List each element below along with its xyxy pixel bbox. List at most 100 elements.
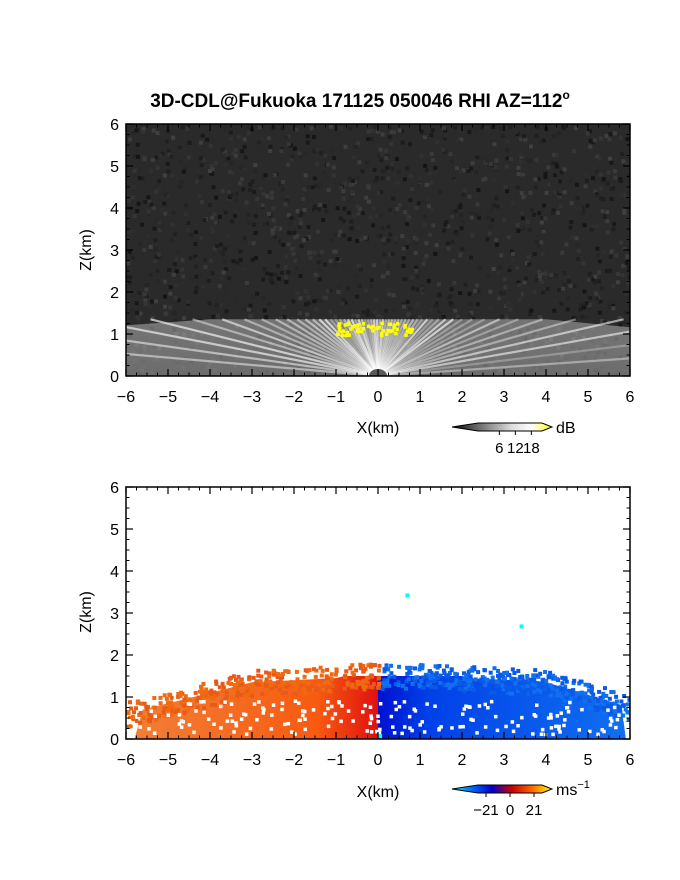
- noise-pixel: [264, 315, 269, 320]
- noise-pixel: [265, 222, 269, 227]
- noise-pixel: [280, 240, 285, 245]
- noise-pixel: [605, 219, 610, 224]
- noise-pixel: [307, 235, 312, 240]
- noise-pixel: [221, 270, 226, 275]
- velocity-pixel: [370, 663, 375, 668]
- velocity-pixel: [183, 694, 188, 699]
- noise-pixel: [592, 280, 597, 285]
- beam-ray: [377, 318, 624, 376]
- noise-pixel: [378, 234, 383, 239]
- noise-pixel: [241, 163, 246, 168]
- noise-pixel: [180, 267, 185, 272]
- noise-pixel: [270, 231, 275, 236]
- noise-pixel: [178, 159, 183, 164]
- velocity-pixel: [350, 670, 355, 675]
- velocity-pixel: [142, 701, 147, 706]
- noise-pixel: [599, 213, 604, 218]
- noise-pixel: [455, 139, 460, 144]
- gap-pixel: [228, 713, 233, 717]
- noise-pixel: [204, 181, 209, 186]
- noise-pixel: [617, 316, 622, 320]
- velocity-pixel: [627, 697, 630, 702]
- noise-pixel: [588, 138, 593, 143]
- noise-pixel: [473, 288, 478, 293]
- yellow-pixel: [336, 332, 340, 337]
- noise-pixel: [507, 268, 512, 273]
- noise-pixel: [348, 126, 353, 131]
- noise-pixel: [618, 135, 623, 140]
- noise-pixel: [136, 316, 141, 321]
- noise-pixel: [258, 217, 263, 222]
- noise-pixel: [596, 253, 600, 258]
- noise-pixel: [242, 236, 247, 241]
- velocity-pixel: [229, 682, 234, 686]
- noise-pixel: [208, 143, 213, 148]
- noise-pixel: [538, 273, 543, 278]
- noise-pixel: [363, 288, 368, 293]
- velocity-pixel: [562, 698, 567, 703]
- noise-pixel: [559, 170, 564, 175]
- noise-pixel: [543, 271, 548, 276]
- noise-pixel: [448, 128, 453, 133]
- noise-pixel: [190, 315, 195, 320]
- noise-pixel: [183, 212, 188, 217]
- velocity-pixel: [570, 692, 575, 697]
- yellow-pixel: [346, 321, 351, 325]
- gap-pixel: [477, 704, 482, 708]
- velocity-pixel: [579, 690, 584, 695]
- gap-pixel: [562, 723, 566, 728]
- yellow-pixel: [377, 325, 381, 330]
- noise-pixel: [355, 294, 360, 299]
- noise-pixel: [215, 314, 220, 319]
- gap-pixel: [410, 728, 414, 733]
- velocity-pixel: [587, 698, 592, 703]
- gap-pixel: [166, 713, 171, 717]
- gap-pixel: [219, 704, 223, 709]
- noise-pixel: [261, 192, 266, 197]
- approaching-region-shape: [378, 676, 626, 739]
- noise-pixel: [496, 271, 501, 276]
- gap-pixel: [369, 730, 374, 734]
- velocity-pixel: [476, 670, 481, 675]
- noise-pixel: [587, 271, 592, 276]
- gap-pixel: [303, 717, 307, 721]
- noise-pixel: [523, 137, 528, 142]
- noise-pixel: [210, 229, 215, 234]
- noise-pixel: [609, 196, 614, 201]
- noise-pixel: [167, 268, 172, 272]
- noise-pixel: [305, 134, 310, 139]
- noise-pixel: [621, 263, 626, 268]
- noise-pixel: [351, 313, 356, 318]
- noise-pixel: [405, 239, 410, 243]
- noise-pixel: [212, 246, 217, 251]
- noise-pixel: [369, 278, 374, 283]
- noise-pixel: [325, 176, 330, 181]
- velocity-pixel: [503, 671, 507, 675]
- gap-pixel: [369, 714, 373, 718]
- velocity-pixel: [132, 718, 137, 723]
- noise-pixel: [336, 233, 341, 238]
- gap-pixel: [283, 722, 287, 727]
- noise-pixel: [229, 193, 234, 198]
- noise-pixel: [135, 209, 140, 214]
- noise-pixel: [331, 200, 335, 205]
- velocity-pixel: [302, 674, 307, 679]
- beam-ray: [377, 318, 519, 376]
- noise-pixel: [575, 242, 580, 247]
- gap-pixel: [458, 725, 462, 729]
- noise-pixel: [294, 127, 299, 132]
- noise-pixel: [370, 129, 375, 133]
- noise-pixel: [564, 242, 569, 247]
- noise-pixel: [605, 230, 610, 235]
- velocity-pixel: [185, 709, 190, 713]
- noise-pixel: [173, 262, 178, 267]
- velocity-pixel: [520, 678, 525, 683]
- velocity-pixel: [608, 712, 613, 717]
- velocity-pixel: [276, 672, 281, 677]
- noise-pixel: [341, 196, 346, 201]
- noise-pixel: [375, 175, 380, 180]
- noise-pixel: [561, 286, 565, 291]
- velocity-pixel: [482, 676, 487, 681]
- noise-pixel: [230, 219, 235, 224]
